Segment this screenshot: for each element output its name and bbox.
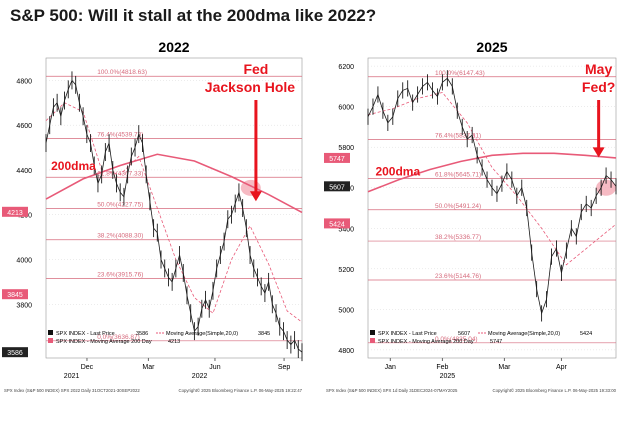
y-tick-label: 5000: [338, 307, 354, 314]
annotation-arrow-head: [249, 191, 262, 202]
fib-level-label: 0.0%(4835.04): [435, 336, 478, 343]
fib-level-label: 100.0%(6147.43): [435, 70, 485, 77]
legend-200dma-value: 5747: [490, 339, 502, 345]
y-tick-label: 3800: [16, 302, 32, 309]
legend-price-value: 3586: [136, 331, 148, 337]
legend-200dma: SPX INDEX - Moving Average 200 Day: [56, 339, 152, 345]
legend-ma20-value: 5424: [580, 331, 592, 337]
y-tick-label: 4600: [16, 123, 32, 130]
axis-tag-price: [324, 181, 350, 192]
axis-tag-ma20: [324, 218, 350, 229]
x-year-label: 2025: [440, 373, 456, 380]
chart-title: 2022: [158, 39, 189, 55]
x-year-label: 2021: [64, 373, 80, 380]
axis-tag-ma20-label: 5424: [329, 221, 345, 228]
x-month-label: Dec: [81, 364, 94, 371]
legend-swatch-200dma: [370, 338, 375, 343]
fib-level-label: 100.0%(4818.63): [97, 69, 147, 76]
dma-annotation: 200dma: [51, 159, 96, 173]
y-tick-label: 5400: [338, 226, 354, 233]
fib-level-label: 50.0%(5491.24): [435, 203, 481, 210]
footer-copyright: Copyright© 2025 Bloomberg Finance L.P. 0…: [493, 388, 617, 393]
y-tick-label: 5800: [338, 145, 354, 152]
footer-copyright: Copyright© 2025 Bloomberg Finance L.P. 0…: [179, 388, 303, 393]
legend-ma20: Moving Average(Simple,20,0): [166, 331, 238, 337]
y-tick-label: 6000: [338, 105, 354, 112]
x-month-label: Mar: [498, 364, 511, 371]
x-month-label: Feb: [436, 364, 448, 371]
chart-2022: 2022380040004200440046004800100.0%(4818.…: [2, 39, 303, 393]
axis-tag-price: [2, 347, 28, 358]
dma-annotation: 200dma: [375, 165, 420, 179]
legend-swatch-price: [370, 330, 375, 335]
fed-annotation-line1: May: [585, 61, 612, 77]
series-price: [45, 79, 303, 353]
page-title: S&P 500: Will it stall at the 200dma lik…: [10, 6, 377, 25]
axis-tag-price-label: 3586: [7, 350, 23, 357]
y-tick-label: 6200: [338, 64, 354, 71]
axis-tag-200dma-label: 4213: [7, 210, 23, 217]
legend-ma20-value: 3845: [258, 331, 270, 337]
fib-level-label: 23.6%(3915.76): [97, 271, 143, 278]
legend-200dma: SPX INDEX - Moving Average 200 Day: [378, 339, 474, 345]
axis-tag-200dma: [324, 152, 350, 163]
plot-area: [45, 57, 303, 359]
y-tick-label: 4800: [338, 348, 354, 355]
x-year-label: 2022: [192, 373, 208, 380]
series-200dma: [367, 152, 617, 193]
axis-tag-ma20-label: 3845: [7, 292, 23, 299]
x-month-label: Jun: [209, 364, 220, 371]
fed-annotation-line2: Jackson Hole: [205, 79, 295, 95]
fib-level-label: 38.2%(4088.30): [97, 233, 143, 240]
y-tick-label: 4400: [16, 168, 32, 175]
y-tick-label: 5200: [338, 267, 354, 274]
legend-price: SPX INDEX - Last Price: [56, 331, 115, 337]
fib-level-label: 38.2%(5336.77): [435, 234, 481, 241]
fib-level-label: 0.0%(3636.87): [97, 334, 140, 341]
y-tick-label: 4800: [16, 78, 32, 85]
fib-level-label: 76.4%(5837.21): [435, 133, 481, 140]
x-month-label: Mar: [142, 364, 155, 371]
fed-annotation-line2: Fed?: [582, 79, 615, 95]
legend-swatch-price: [48, 330, 53, 335]
plot-area: [367, 57, 617, 359]
legend-swatch-200dma: [48, 338, 53, 343]
legend-price: SPX INDEX - Last Price: [378, 331, 437, 337]
fib-level-label: 76.4%(4539.73): [97, 132, 143, 139]
legend-ma20: Moving Average(Simple,20,0): [488, 331, 560, 337]
series-price: [367, 77, 617, 315]
y-tick-label: 4000: [16, 257, 32, 264]
fib-level-label: 50.0%(4227.75): [97, 202, 143, 209]
axis-tag-ma20: [2, 289, 28, 300]
legend-200dma-value: 4213: [168, 339, 180, 345]
fib-level-label: 61.8%(5645.71): [435, 171, 481, 178]
fib-level-label: 23.6%(5144.76): [435, 273, 481, 280]
x-month-label: Apr: [556, 364, 568, 371]
axis-tag-price-label: 5607: [329, 184, 345, 191]
footer-source: SPX Index (S&P 500 INDEX) SPX 2022 Daily…: [4, 388, 140, 393]
chart-title: 2025: [476, 39, 507, 55]
footer-source: SPX Index (S&P 500 INDEX) SPX 1d Daily 3…: [326, 388, 458, 393]
series-200dma: [45, 153, 303, 214]
x-month-label: Jan: [385, 364, 396, 371]
x-month-label: Sep: [278, 364, 291, 371]
annotation-arrow-head: [592, 147, 605, 158]
chart-2025: 202548005000520054005600580060006200100.…: [324, 39, 617, 393]
fed-annotation-line1: Fed: [243, 61, 268, 77]
series-ma20: [367, 92, 617, 266]
legend-price-value: 5607: [458, 331, 470, 337]
axis-tag-200dma-label: 5747: [329, 156, 345, 163]
axis-tag-200dma: [2, 206, 28, 217]
